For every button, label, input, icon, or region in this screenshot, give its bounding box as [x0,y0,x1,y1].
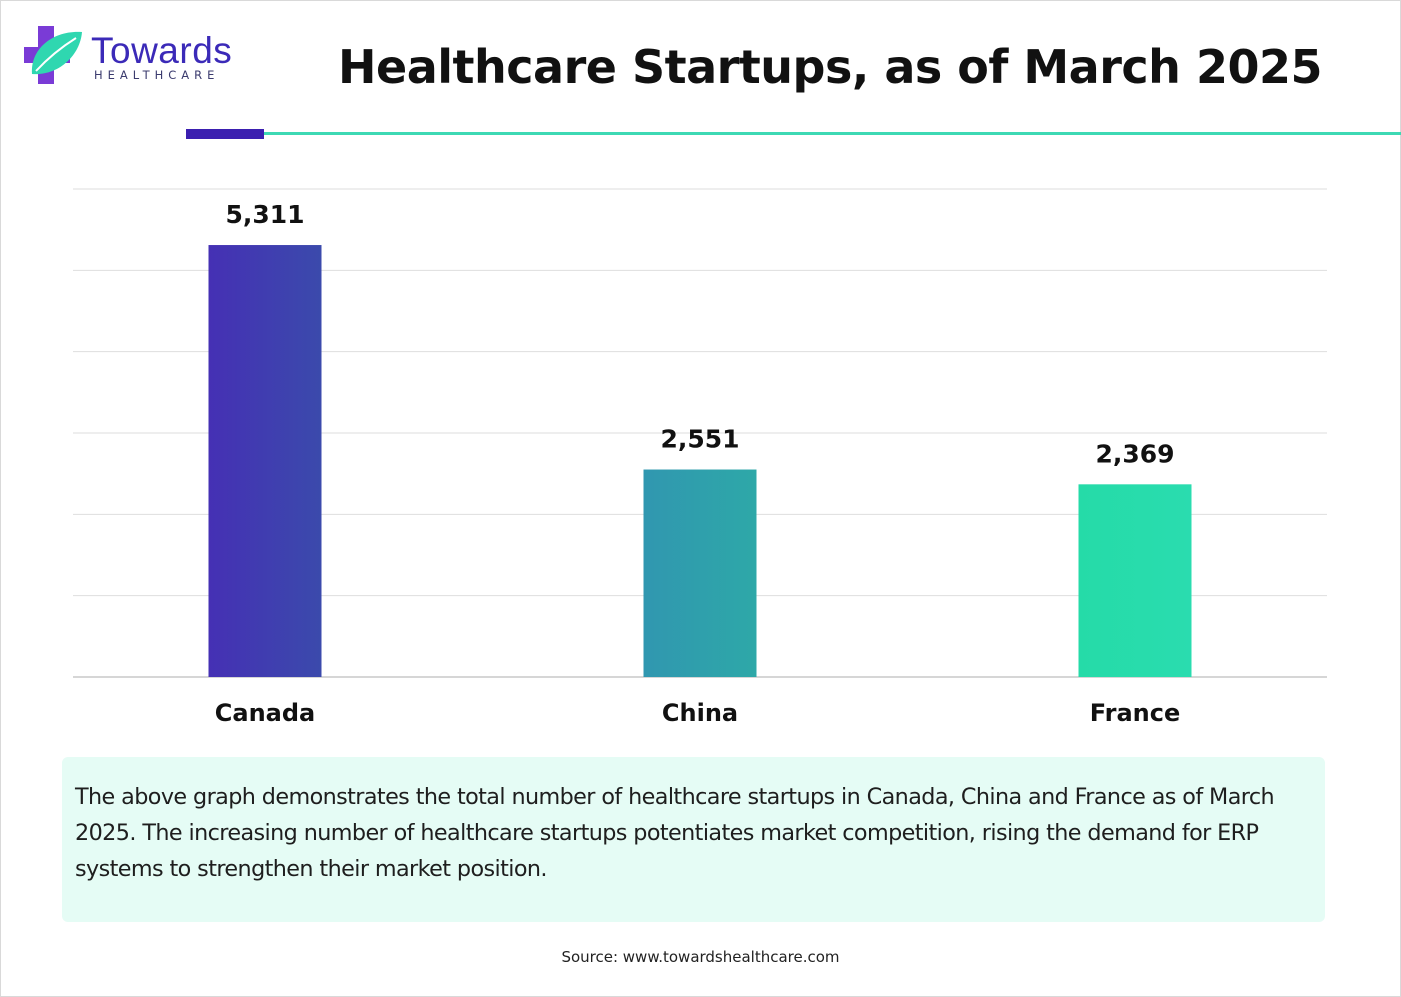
description-panel: The above graph demonstrates the total n… [62,757,1325,922]
medical-cross-leaf-icon [24,26,82,84]
source-note: Source: www.towardshealthcare.com [561,948,840,966]
description-text: The above graph demonstrates the total n… [75,784,1275,882]
category-label-france: France [1090,699,1180,727]
bar-chart: 5,311 Canada 2,551 China 2,369 France [73,188,1327,727]
bar-france [1078,484,1192,677]
data-label-france: 2,369 [1095,439,1174,468]
data-label-canada: 5,311 [225,200,304,229]
brand-subtitle: HEALTHCARE [94,68,220,82]
brand-name: Towards [91,30,233,71]
title-underline-rule [264,132,1401,135]
title-underline-accent [186,129,264,139]
page-title: Healthcare Startups, as of March 2025 [338,40,1322,94]
brand-logo: Towards HEALTHCARE [24,26,234,86]
bar-china [643,469,757,677]
category-label-canada: Canada [215,699,315,727]
data-label-china: 2,551 [660,425,739,454]
category-label-china: China [662,699,738,727]
bar-canada [208,245,322,677]
